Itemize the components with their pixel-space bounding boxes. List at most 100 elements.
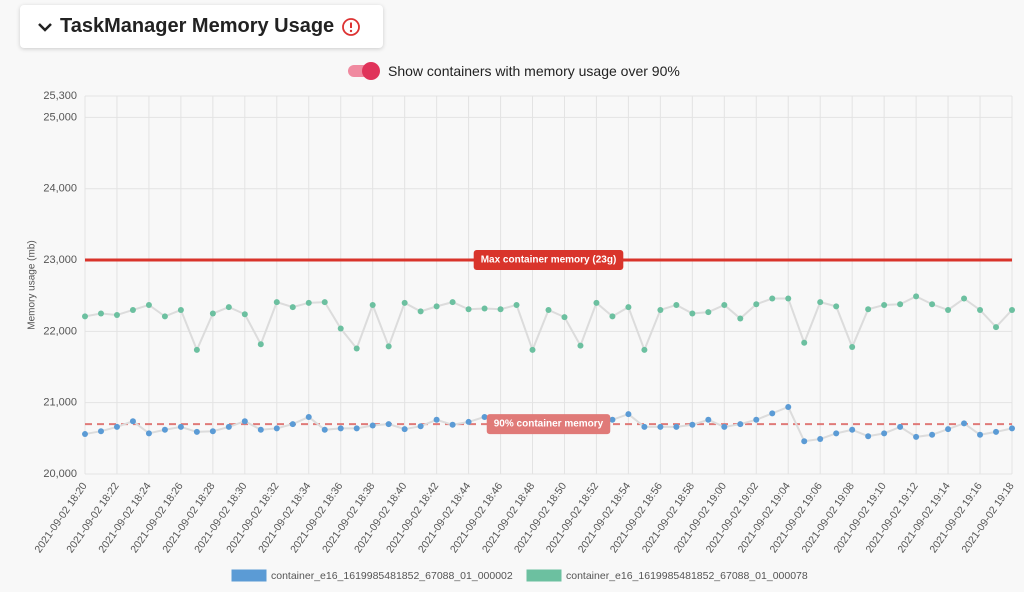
data-point <box>833 430 840 437</box>
toggle-switch[interactable] <box>348 61 380 81</box>
annotation-box <box>473 250 624 271</box>
data-point <box>849 344 856 351</box>
data-point <box>97 310 104 317</box>
data-point <box>801 438 808 445</box>
data-point <box>865 433 872 440</box>
data-point <box>945 426 952 433</box>
data-point <box>865 306 872 313</box>
data-point <box>449 299 456 306</box>
data-point <box>129 418 136 425</box>
data-point <box>417 308 424 315</box>
annotation-label: Max container memory (23g) <box>473 250 624 271</box>
data-point <box>417 423 424 430</box>
legend-swatch <box>526 569 562 582</box>
data-point <box>705 309 712 316</box>
legend-label: container_e16_1619985481852_67088_01_000… <box>271 570 513 582</box>
data-point <box>625 411 632 418</box>
data-point <box>641 423 648 430</box>
data-point <box>913 293 920 300</box>
data-point <box>401 299 408 306</box>
data-point <box>929 431 936 438</box>
toggle-row: Show containers with memory usage over 9… <box>348 61 680 81</box>
data-point <box>833 303 840 310</box>
data-point <box>561 314 568 321</box>
data-point <box>721 301 728 308</box>
data-point <box>609 416 616 423</box>
annotation-box <box>486 414 611 435</box>
legend-label: container_e16_1619985481852_67088_01_000… <box>566 570 808 582</box>
data-point <box>465 418 472 425</box>
data-point <box>753 301 760 308</box>
y-axis-label: Memory usage (mb) <box>27 240 38 329</box>
data-point <box>273 299 280 306</box>
data-point <box>257 341 264 348</box>
data-point <box>529 346 536 353</box>
data-point <box>593 299 600 306</box>
data-point <box>1009 425 1015 432</box>
data-point <box>545 306 552 313</box>
annotation-text: 90% container memory <box>494 419 604 430</box>
data-point <box>82 431 88 438</box>
y-tick-label: 24,000 <box>43 183 77 195</box>
y-tick-label: 20,000 <box>43 468 77 480</box>
annotation-text: Max container memory (23g) <box>481 255 617 266</box>
data-point <box>225 304 232 311</box>
data-point <box>673 301 680 308</box>
header-card: TaskManager Memory Usage <box>20 5 383 48</box>
annotation-label: 90% container memory <box>486 414 611 435</box>
data-point <box>753 416 760 423</box>
data-point <box>465 306 472 313</box>
data-point <box>193 346 200 353</box>
data-point <box>353 425 360 432</box>
data-point <box>209 310 216 317</box>
data-point <box>385 343 392 350</box>
data-point <box>673 423 680 430</box>
data-point <box>641 346 648 353</box>
data-point <box>881 430 888 437</box>
data-point <box>241 418 248 425</box>
data-point <box>337 425 344 432</box>
data-point <box>705 416 712 423</box>
data-point <box>849 426 856 433</box>
y-tick-label: 25,000 <box>43 111 77 123</box>
data-point <box>289 304 296 311</box>
data-point <box>177 306 184 313</box>
data-point <box>513 301 520 308</box>
data-point <box>129 306 136 313</box>
series-line <box>84 295 1013 353</box>
data-point <box>481 305 488 312</box>
data-point <box>241 311 248 318</box>
data-point <box>961 295 968 302</box>
data-point <box>977 306 984 313</box>
legend-swatch <box>231 569 267 582</box>
data-point <box>913 433 920 440</box>
data-point <box>881 301 888 308</box>
y-tick-label: 22,000 <box>43 325 77 337</box>
data-point <box>257 426 264 433</box>
data-point <box>577 342 584 349</box>
data-point <box>897 301 904 308</box>
data-point <box>929 301 936 308</box>
data-point <box>161 313 168 320</box>
data-point <box>769 295 776 302</box>
data-point <box>209 428 216 435</box>
data-point <box>193 428 200 435</box>
data-point <box>993 428 1000 435</box>
collapse-chevron[interactable] <box>36 18 54 36</box>
y-tick-label: 25,300 <box>43 90 77 102</box>
header-title: TaskManager Memory Usage <box>60 15 335 37</box>
data-point <box>273 425 280 432</box>
data-point <box>785 403 792 410</box>
data-point <box>993 324 1000 331</box>
data-point <box>977 431 984 438</box>
data-point <box>305 299 312 306</box>
data-point <box>657 306 664 313</box>
data-point <box>145 430 152 437</box>
data-point <box>1009 306 1015 313</box>
data-point <box>337 325 344 332</box>
data-point <box>113 311 120 318</box>
data-point <box>817 299 824 306</box>
data-point <box>625 304 632 311</box>
